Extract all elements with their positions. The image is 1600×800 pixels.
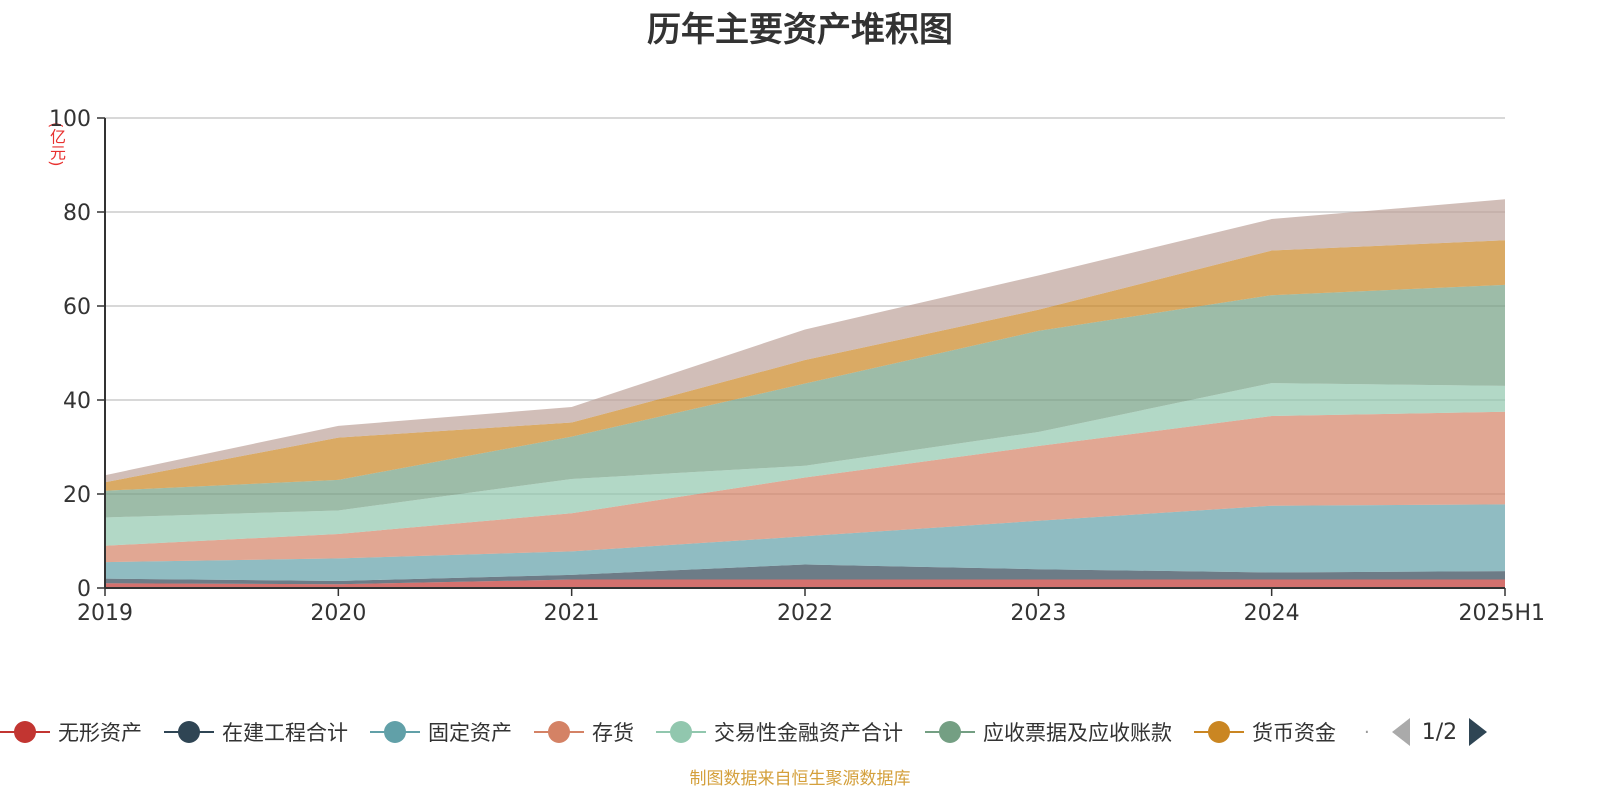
chart-title: 历年主要资产堆积图 xyxy=(647,10,953,50)
stacked-area-chart: 0 20 40 60 80 100 2019 2020 2021 2022 2023 2024 2025… xyxy=(49,107,1545,626)
legend-marker-icon xyxy=(1194,720,1244,744)
legend-label: 货币资金 xyxy=(1252,721,1336,745)
x-tick-label: 2025H1 xyxy=(1458,601,1545,626)
x-tick-label: 2024 xyxy=(1244,601,1300,626)
legend-label: 交易性金融资产合计 xyxy=(714,721,903,745)
area-series-7 xyxy=(105,240,1505,491)
legend-item[interactable]: 存货 xyxy=(534,717,634,747)
area-series-5 xyxy=(105,383,1505,546)
legend-item[interactable]: 在建工程合计 xyxy=(164,717,348,747)
legend-label: 固定资产 xyxy=(428,721,512,745)
legend-prev-page-icon[interactable] xyxy=(1391,718,1410,746)
area-series-2 xyxy=(105,564,1505,585)
legend-label: 无形资产 xyxy=(58,721,142,745)
legend-marker-icon xyxy=(370,720,420,744)
legend-marker-icon xyxy=(656,720,706,744)
legend-marker-icon xyxy=(534,720,584,744)
axis-layer: 0 20 40 60 80 100 2019 2020 2021 2022 2023 2024 2025… xyxy=(49,107,1545,626)
legend-marker-icon xyxy=(164,720,214,744)
legend-next-page-icon[interactable] xyxy=(1469,718,1488,746)
legend-label: 存货 xyxy=(592,721,634,745)
legend-item[interactable]: 货币资金 xyxy=(1194,717,1336,747)
y-tick-label: 80 xyxy=(63,201,91,226)
x-tick-label: 2020 xyxy=(310,601,366,626)
legend-overflow-dot: · xyxy=(1364,721,1370,743)
y-tick-label: 60 xyxy=(63,295,91,320)
y-axis-unit-label: (亿元) xyxy=(47,122,66,167)
area-series-1 xyxy=(105,579,1505,588)
y-tick-label: 0 xyxy=(77,577,91,602)
legend-marker-icon xyxy=(925,720,975,744)
x-tick-label: 2023 xyxy=(1010,601,1066,626)
x-tick-label: 2022 xyxy=(777,601,833,626)
source-note: 制图数据来自恒生聚源数据库 xyxy=(689,769,911,789)
area-series-6 xyxy=(105,284,1505,518)
y-tick-label: 20 xyxy=(63,483,91,508)
legend-item[interactable]: 应收票据及应收账款 xyxy=(925,717,1172,747)
legend-pager: 1/2 xyxy=(1391,718,1488,746)
legend-item[interactable]: 交易性金融资产合计 xyxy=(656,717,903,747)
x-tick-label: 2019 xyxy=(77,601,133,626)
legend-marker-icon xyxy=(0,720,50,744)
area-layer xyxy=(105,199,1505,588)
legend-label: 应收票据及应收账款 xyxy=(983,721,1172,745)
legend-label: 在建工程合计 xyxy=(222,721,348,745)
area-series-3 xyxy=(105,504,1505,581)
legend-page-indicator: 1/2 xyxy=(1421,719,1458,745)
legend: 无形资产 在建工程合计 固定资产 存货 交易性金融资产合计 应收票据及应收账款 货币资金 ·… xyxy=(0,712,1600,752)
y-tick-label: 40 xyxy=(63,389,91,414)
legend-item[interactable]: 固定资产 xyxy=(370,717,512,747)
area-series-4 xyxy=(105,411,1505,563)
legend-item[interactable]: 无形资产 xyxy=(0,717,142,747)
x-tick-label: 2021 xyxy=(544,601,600,626)
y-tick-label: 100 xyxy=(49,107,91,132)
area-series-8 xyxy=(105,199,1505,483)
